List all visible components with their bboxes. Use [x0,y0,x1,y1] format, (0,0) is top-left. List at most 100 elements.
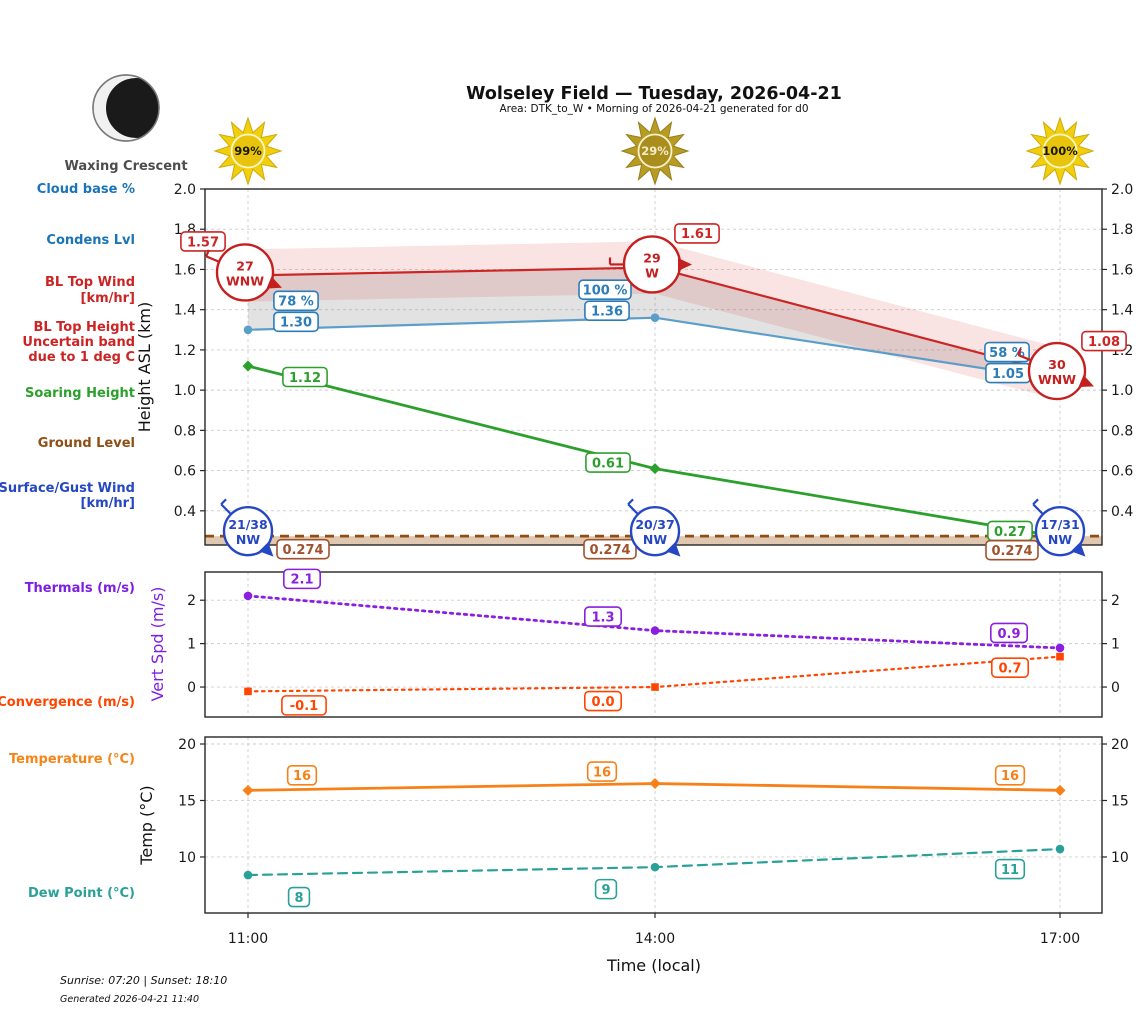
value-label: 0.0 [583,690,622,712]
svg-text:20: 20 [178,737,196,753]
legend-convergence: Convergence (m/s) [0,695,135,710]
svg-text:2.0: 2.0 [1111,182,1133,198]
panel-axes: 0.40.40.60.60.80.81.01.01.21.21.41.41.61… [174,182,1133,546]
svg-text:0.274: 0.274 [589,543,630,558]
svg-text:10: 10 [1111,850,1129,866]
svg-text:0.0: 0.0 [591,695,614,710]
panel-axes: 10 10 15 15 20 20 [178,736,1129,914]
svg-text:1.61: 1.61 [681,227,713,242]
legend-bl-top-height-2: Uncertain band [22,335,135,350]
time-axis-label: Time (local) [606,956,701,975]
value-label: 1.57 [180,231,226,252]
svg-text:2: 2 [187,593,196,609]
svg-text:0.4: 0.4 [174,504,196,520]
svg-text:0.9: 0.9 [997,627,1020,642]
svg-text:1: 1 [1111,637,1120,653]
legend-bl-top-wind-1: BL Top Wind [45,275,135,290]
value-label: 9 [594,878,618,900]
generated-note: Generated 2026-04-21 11:40 [60,994,199,1005]
page-subtitle: Area: DTK_to_W • Morning of 2026-04-21 g… [499,103,808,115]
value-label: 100 % [578,279,632,301]
svg-text:78 %: 78 % [278,295,314,310]
value-label: 16 [286,765,318,786]
svg-text:1.4: 1.4 [1111,303,1133,319]
svg-text:9: 9 [601,883,610,898]
legend-condens-lvl: Condens Lvl [46,233,135,248]
sun-icon: 99% [213,116,283,186]
value-label: 0.61 [585,452,631,473]
svg-text:2.1: 2.1 [290,573,313,588]
value-label: 1.08 [1081,330,1127,352]
svg-text:58 %: 58 % [989,346,1025,361]
legend-surface-wind-2: [km/hr] [81,496,136,511]
svg-text:15: 15 [1111,793,1129,809]
value-label: 58 % [984,341,1030,363]
height-panel: 0.40.40.60.60.80.81.01.01.21.21.41.41.61… [174,116,1133,561]
svg-text:NW: NW [236,532,260,547]
svg-text:1.30: 1.30 [280,316,312,331]
svg-text:1: 1 [187,637,196,653]
svg-text:0.6: 0.6 [174,464,196,480]
legend-bl-top-height-1: BL Top Height [33,320,135,335]
time-tick-label: 14:00 [635,931,675,947]
svg-text:30: 30 [1048,357,1066,372]
height-axis-label: Height ASL (km) [135,302,154,432]
legend-bl-top-wind-2: [km/hr] [81,291,136,306]
legend-temperature: Temperature (°C) [9,752,135,767]
bl-top-wind-marker: 29W [608,235,692,294]
svg-text:1.6: 1.6 [174,262,196,278]
bl-top-uncertainty-band [248,241,1060,401]
sun-icon: 100% [1025,116,1095,186]
time-tick-label: 17:00 [1040,931,1080,947]
panel-frame [205,737,1102,913]
moon-phase-icon [92,74,160,142]
value-label: -0.1 [281,695,327,716]
svg-text:16: 16 [293,769,311,784]
svg-text:1.0: 1.0 [174,383,196,399]
svg-text:-0.1: -0.1 [290,699,318,714]
svg-text:1.4: 1.4 [174,303,196,319]
temp-axis-label: Temp (°C) [137,785,156,865]
convergence-line [244,652,1064,696]
value-label: 1.30 [273,311,319,333]
svg-text:20: 20 [1111,737,1129,753]
vertspd-panel: 0 0 1 1 2 2 2.1 1.3 0.9 -0.1 0.0 0.7 [187,568,1120,718]
value-label: 0.274 [276,538,330,560]
value-label: 16 [586,761,618,782]
svg-text:1.36: 1.36 [591,305,623,320]
value-label: 78 % [273,290,319,312]
value-label: 11 [994,858,1026,880]
svg-text:1.0: 1.0 [1111,383,1133,399]
svg-text:0.61: 0.61 [592,456,624,471]
legend-surface-wind-1: Surface/Gust Wind [0,481,135,496]
svg-text:0.27: 0.27 [994,525,1026,540]
svg-text:1.57: 1.57 [187,235,219,250]
value-label: 2.1 [282,568,321,590]
svg-text:WNW: WNW [226,273,264,288]
svg-text:NW: NW [1048,532,1072,547]
svg-text:NW: NW [643,532,667,547]
value-label: 1.3 [583,606,622,627]
panel-frame [205,188,1102,545]
page-title: Wolseley Field — Tuesday, 2026-04-21 [466,84,842,104]
svg-text:0.8: 0.8 [1111,423,1133,439]
svg-text:20/37: 20/37 [635,517,674,532]
svg-text:0.8: 0.8 [174,423,196,439]
thermals-line [243,591,1065,653]
svg-text:0.4: 0.4 [1111,504,1133,520]
svg-text:1.8: 1.8 [1111,222,1133,238]
svg-text:W: W [645,265,659,280]
svg-text:0.6: 0.6 [1111,464,1133,480]
value-label: 1.36 [584,300,630,322]
sun-icon: 29% [620,116,690,186]
chart-panels: 0.40.40.60.60.80.81.01.01.21.21.41.41.61… [174,116,1133,947]
svg-text:1.05: 1.05 [992,367,1024,382]
svg-text:29: 29 [643,250,660,265]
svg-text:2.0: 2.0 [174,182,196,198]
